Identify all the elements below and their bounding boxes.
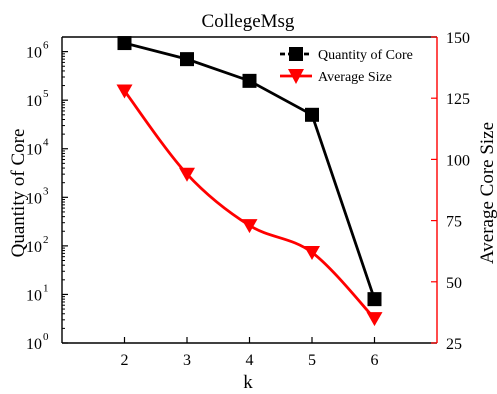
y-axis-left-label: Quantity of Core [8,129,29,258]
legend-marker-average-size [288,69,304,84]
data-point-quantity-of-core [180,52,194,67]
y-left-tick-label: 10 [26,287,42,304]
y-left-tick-exponent: 4 [43,137,49,149]
y-right-tick-label: 75 [446,214,462,231]
y-left-tick-label: 10 [26,336,42,353]
x-axis-label: k [243,372,253,393]
y-left-tick-exponent: 2 [43,234,49,246]
y-right-tick-label: 150 [446,30,470,47]
y-left-tick-label: 10 [26,142,42,159]
data-point-average-size [304,246,320,261]
data-point-average-size [366,312,383,327]
x-tick-label: 2 [121,352,129,369]
data-point-quantity-of-core [367,292,382,307]
y-right-tick-label: 100 [446,152,470,169]
legend-label-quantity-of-core: Quantity of Core [318,48,413,63]
data-point-quantity-of-core [242,73,257,88]
x-tick-label: 5 [308,352,316,369]
data-point-average-size [116,84,133,99]
y-left-tick-label: 10 [26,93,42,110]
y-axis-right-label: Average Core Size [477,122,497,264]
data-point-average-size [241,219,258,234]
y-left-tick-exponent: 3 [43,185,49,197]
data-point-quantity-of-core [305,107,319,122]
y-left-tick-exponent: 5 [43,88,49,100]
series-line-average-size [123,90,376,320]
x-tick-label: 3 [183,352,191,369]
y-right-tick-label: 125 [446,91,470,108]
legend-label-average-size: Average Size [318,70,392,85]
y-left-tick-exponent: 0 [43,331,49,343]
y-left-tick-exponent: 1 [43,282,49,294]
y-right-tick-label: 50 [446,275,462,292]
x-tick-label: 6 [371,352,379,369]
y-left-tick-exponent: 6 [43,40,49,52]
x-tick-label: 4 [246,352,254,369]
y-left-tick-label: 10 [26,190,42,207]
legend-marker-quantity-of-core [289,47,303,61]
data-point-quantity-of-core [117,36,132,51]
y-right-tick-label: 25 [446,336,462,353]
data-point-average-size [179,167,195,182]
y-left-tick-label: 10 [26,239,42,256]
chart-title: CollegeMsg [202,11,295,32]
y-left-tick-label: 10 [26,45,42,62]
